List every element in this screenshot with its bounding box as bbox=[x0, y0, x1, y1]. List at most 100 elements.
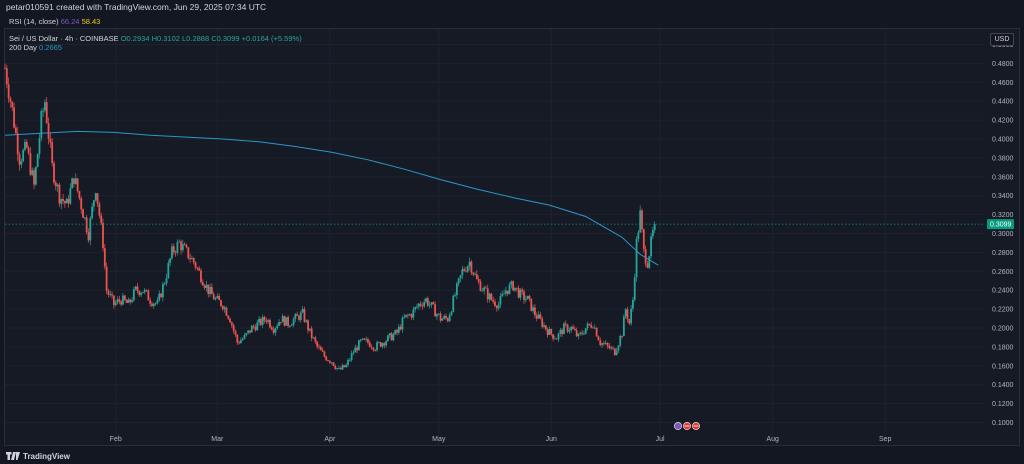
candle-body bbox=[129, 299, 132, 303]
rsi-legend[interactable]: RSI (14, close) 66.24 58.43 bbox=[9, 17, 100, 27]
candle-body bbox=[515, 287, 518, 289]
candle-body bbox=[189, 258, 192, 260]
candle-body bbox=[207, 284, 210, 294]
candle-body bbox=[165, 277, 168, 284]
candle-body bbox=[49, 138, 52, 143]
y-tick-label: 0.2400 bbox=[992, 288, 1014, 295]
candle-body bbox=[494, 301, 496, 306]
candle-body bbox=[120, 301, 123, 305]
candle-body bbox=[140, 293, 143, 295]
candle-body bbox=[465, 270, 467, 272]
candle-body bbox=[100, 215, 103, 223]
candle-body bbox=[628, 319, 631, 324]
candle-body bbox=[167, 262, 170, 278]
candle-body bbox=[454, 295, 456, 297]
candle-body bbox=[93, 200, 95, 207]
candle-body bbox=[568, 330, 571, 332]
candle-body bbox=[396, 330, 398, 333]
candle-body bbox=[486, 288, 489, 300]
candle-body bbox=[192, 258, 195, 263]
candle-body bbox=[33, 170, 35, 185]
currency-button[interactable]: USD bbox=[990, 33, 1014, 46]
y-tick-label: 0.1600 bbox=[992, 363, 1014, 370]
candle-body bbox=[646, 263, 649, 268]
candle-body bbox=[512, 281, 515, 291]
candle-body bbox=[38, 138, 41, 155]
candle-body bbox=[78, 191, 81, 199]
candle-body bbox=[459, 275, 462, 279]
candle-body bbox=[635, 238, 638, 278]
candle-body bbox=[152, 303, 155, 306]
candle-body bbox=[472, 272, 475, 275]
candle-body bbox=[561, 329, 564, 335]
candle-body bbox=[601, 343, 603, 345]
candle-body bbox=[457, 278, 460, 284]
candle-body bbox=[238, 342, 241, 344]
candle-body bbox=[586, 323, 589, 329]
candle-body bbox=[328, 360, 331, 363]
candle-body bbox=[259, 318, 262, 325]
y-tick-label: 0.4800 bbox=[992, 61, 1014, 68]
candle-body bbox=[367, 339, 369, 343]
x-tick-label: Jul bbox=[656, 436, 665, 443]
candle-body bbox=[160, 293, 162, 298]
candle-body bbox=[63, 201, 66, 204]
tradingview-brand: TradingView bbox=[23, 451, 70, 461]
candle-body bbox=[107, 290, 110, 295]
candle-body bbox=[13, 107, 15, 128]
candle-body bbox=[504, 290, 507, 294]
candle-body bbox=[463, 269, 466, 271]
tradingview-logo[interactable]: TradingView bbox=[6, 451, 70, 461]
candle-body bbox=[142, 292, 144, 294]
candle-body bbox=[564, 323, 567, 325]
ma-legend[interactable]: 200 Day 0.2665 bbox=[9, 43, 62, 53]
candle-body bbox=[171, 246, 173, 259]
candle-body bbox=[301, 309, 304, 313]
candle-body bbox=[138, 291, 141, 295]
candle-body bbox=[543, 325, 545, 327]
candle-body bbox=[210, 287, 213, 295]
candle-body bbox=[76, 178, 79, 192]
candle-body bbox=[483, 287, 486, 291]
ma-series-layer bbox=[4, 130, 659, 266]
candle-body bbox=[363, 338, 366, 340]
candle-body bbox=[308, 328, 311, 331]
candle-body bbox=[82, 209, 84, 218]
candle-body bbox=[506, 290, 509, 294]
candle-body bbox=[247, 330, 250, 334]
ohlc-values: O0.2934 H0.3102 L0.2888 C0.3099 +0.0164 … bbox=[120, 34, 302, 43]
candle-body bbox=[581, 332, 584, 334]
candle-body bbox=[143, 289, 146, 293]
x-tick-label: Aug bbox=[766, 436, 779, 443]
candle-body bbox=[96, 193, 99, 204]
candle-body bbox=[25, 141, 28, 148]
candle-body bbox=[218, 295, 221, 301]
candle-body bbox=[485, 287, 487, 289]
candle-body bbox=[172, 246, 175, 253]
candle-body bbox=[183, 244, 186, 246]
candle-body bbox=[185, 245, 188, 248]
candle-body bbox=[619, 336, 622, 346]
candle-body bbox=[5, 68, 8, 85]
candle-body bbox=[69, 188, 72, 204]
candle-body bbox=[230, 322, 233, 326]
candle-body bbox=[521, 289, 524, 292]
candle-body bbox=[285, 317, 288, 326]
candle-body bbox=[365, 339, 368, 340]
candle-body bbox=[198, 268, 201, 271]
candle-body bbox=[377, 342, 380, 344]
rsi-name: RSI (14, close) bbox=[9, 17, 59, 26]
candle-body bbox=[323, 351, 326, 357]
candle-body bbox=[214, 298, 217, 300]
candle-body bbox=[307, 320, 309, 331]
y-tick-label: 0.3400 bbox=[992, 193, 1014, 200]
candle-body bbox=[278, 321, 280, 326]
candle-body bbox=[573, 328, 576, 331]
flash-icon bbox=[674, 422, 682, 430]
chart-panel[interactable] bbox=[4, 28, 1020, 446]
candle-body bbox=[345, 364, 348, 368]
candle-body bbox=[417, 303, 420, 307]
candle-body bbox=[303, 309, 306, 322]
symbol-legend[interactable]: Sei / US Dollar · 4h · COINBASE O0.2934 … bbox=[9, 34, 302, 44]
